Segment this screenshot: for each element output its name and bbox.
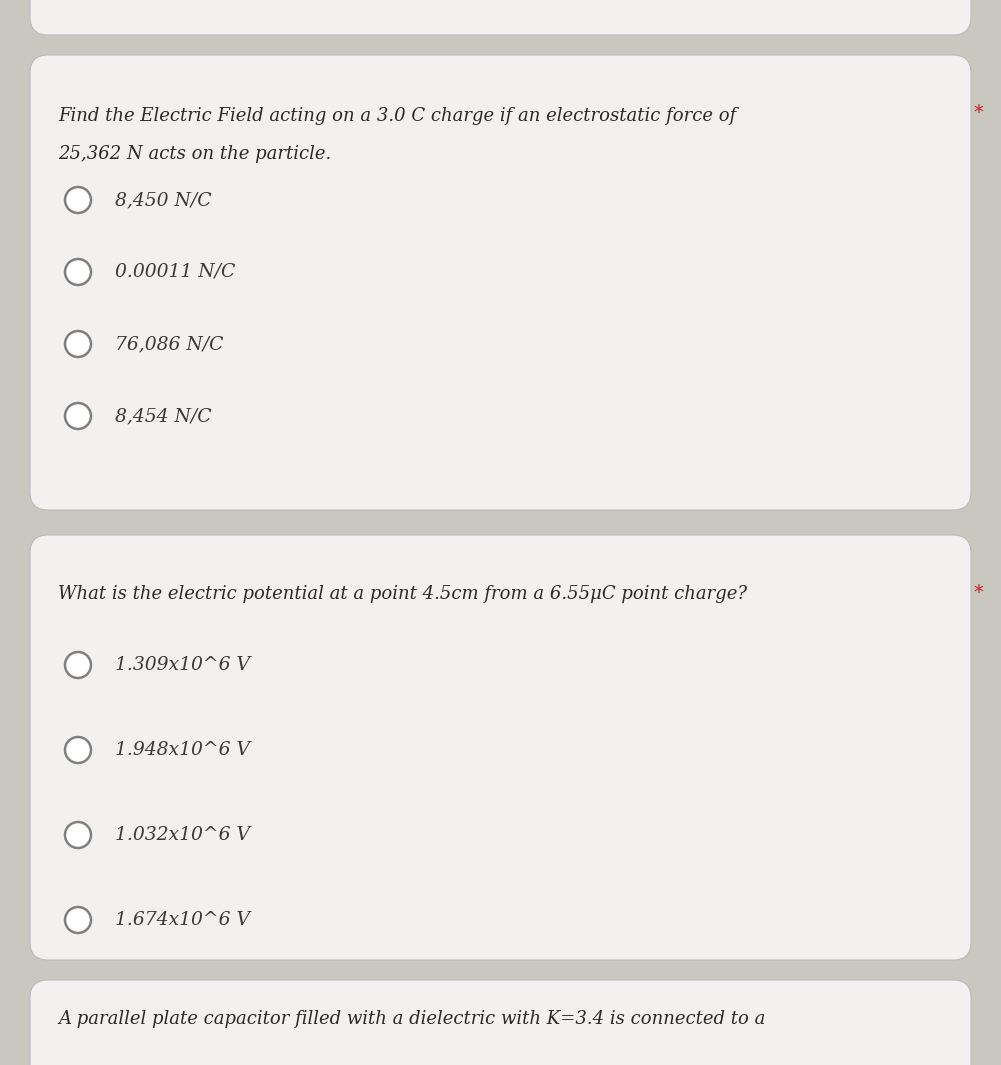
FancyBboxPatch shape	[30, 0, 971, 35]
Text: 1.032x10^6 V: 1.032x10^6 V	[115, 826, 250, 843]
Text: 8,450 N/C: 8,450 N/C	[115, 191, 211, 209]
Circle shape	[65, 907, 91, 933]
Text: 8,454 N/C: 8,454 N/C	[115, 407, 211, 425]
Text: *: *	[973, 103, 983, 122]
Circle shape	[65, 331, 91, 357]
Circle shape	[65, 187, 91, 213]
Text: 1.674x10^6 V: 1.674x10^6 V	[115, 911, 250, 929]
Circle shape	[65, 822, 91, 848]
Circle shape	[65, 737, 91, 763]
Text: 1.309x10^6 V: 1.309x10^6 V	[115, 656, 250, 674]
Circle shape	[65, 403, 91, 429]
Text: 0.00011 N/C: 0.00011 N/C	[115, 263, 235, 281]
Text: 1.948x10^6 V: 1.948x10^6 V	[115, 741, 250, 759]
Circle shape	[65, 652, 91, 678]
Text: A parallel plate capacitor filled with a dielectric with K=3.4 is connected to a: A parallel plate capacitor filled with a…	[58, 1010, 766, 1028]
Text: 76,086 N/C: 76,086 N/C	[115, 335, 223, 353]
FancyBboxPatch shape	[30, 980, 971, 1065]
Circle shape	[65, 259, 91, 285]
Text: *: *	[973, 583, 983, 602]
Text: 25,362 N acts on the particle.: 25,362 N acts on the particle.	[58, 145, 331, 163]
FancyBboxPatch shape	[30, 55, 971, 510]
Text: Find the Electric Field acting on a 3.0 C charge if an electrostatic force of: Find the Electric Field acting on a 3.0 …	[58, 106, 737, 125]
FancyBboxPatch shape	[30, 535, 971, 960]
Text: What is the electric potential at a point 4.5cm from a 6.55μC point charge?: What is the electric potential at a poin…	[58, 585, 747, 603]
